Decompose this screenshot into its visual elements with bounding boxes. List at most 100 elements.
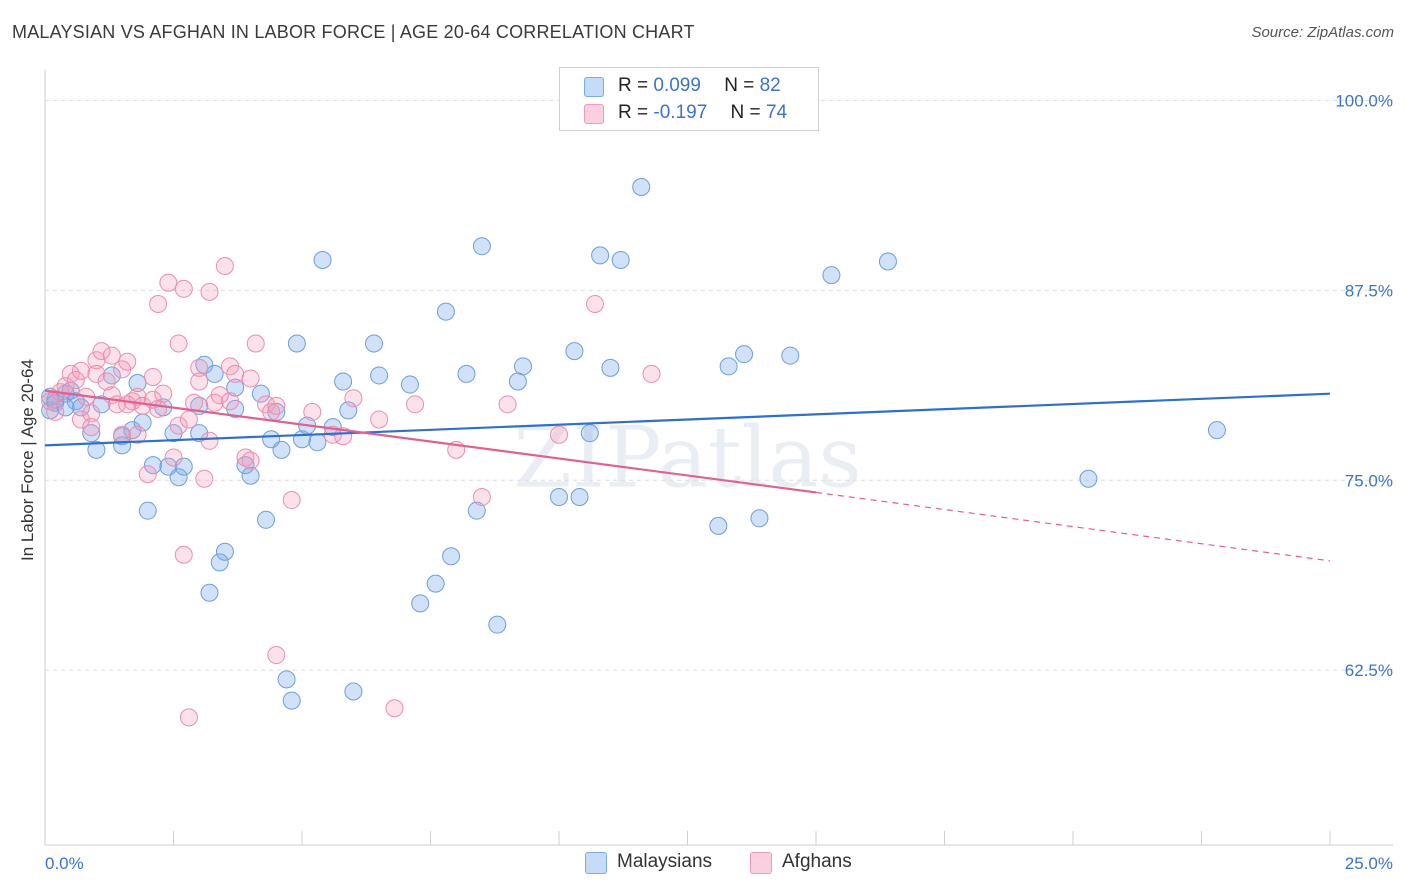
- malaysian-point: [457, 364, 476, 383]
- afghan-point: [128, 425, 147, 444]
- malaysian-point: [282, 691, 301, 710]
- afghan-point: [303, 402, 322, 421]
- afghan-point: [174, 545, 193, 564]
- malaysian-point: [467, 501, 486, 520]
- afghans-trendline: [44, 389, 817, 494]
- malaysian-point: [580, 424, 599, 443]
- legend-label-afghans: Afghans: [782, 851, 852, 872]
- malaysian-point: [364, 334, 383, 353]
- afghan-point: [66, 371, 85, 389]
- afghan-point: [200, 282, 219, 301]
- malaysian-point: [334, 372, 353, 391]
- malaysian-point: [514, 357, 533, 376]
- malaysian-point: [251, 384, 270, 403]
- afghan-point: [128, 387, 147, 406]
- afghan-point: [113, 425, 132, 444]
- afghan-point: [87, 364, 106, 383]
- malaysian-point: [442, 547, 461, 566]
- malaysian-point: [1207, 421, 1226, 440]
- malaysian-point: [1079, 469, 1098, 488]
- malaysian-point: [632, 178, 651, 197]
- malaysian-point: [210, 553, 229, 572]
- afghan-point: [246, 334, 265, 353]
- afghan-point: [154, 384, 173, 403]
- malaysian-point: [200, 583, 219, 602]
- afghan-point: [226, 364, 245, 383]
- malaysian-point: [272, 440, 291, 459]
- afghan-point: [71, 410, 90, 429]
- malaysian-point: [878, 252, 897, 271]
- afghans-swatch: [750, 852, 772, 874]
- malaysian-point: [143, 456, 162, 475]
- afghan-point: [143, 367, 162, 386]
- legend-r-label: R =: [618, 102, 649, 123]
- afghan-point: [174, 279, 193, 298]
- afghan-point: [282, 491, 301, 510]
- x-tick-label: 25.0%: [1345, 854, 1393, 873]
- malaysian-point: [87, 440, 106, 459]
- afghan-point: [149, 399, 168, 418]
- afghan-point: [169, 334, 188, 353]
- malaysian-point: [822, 266, 841, 285]
- afghan-point: [118, 352, 137, 371]
- malaysian-point: [66, 392, 85, 411]
- legend-label-malaysians: Malaysians: [617, 851, 713, 872]
- afghan-point: [210, 386, 229, 405]
- malaysian-point: [370, 366, 389, 385]
- malaysian-point: [436, 302, 455, 321]
- malaysian-point: [308, 433, 327, 452]
- afghan-point: [385, 699, 404, 718]
- afghan-point: [236, 448, 255, 467]
- malaysian-point: [565, 342, 584, 361]
- x-tick-label: 0.0%: [45, 854, 84, 873]
- malaysian-point: [277, 670, 296, 689]
- afghan-point: [215, 257, 234, 276]
- afghan-point: [149, 295, 168, 314]
- malaysians-swatch: [584, 77, 604, 97]
- afghan-point: [585, 295, 604, 314]
- malaysian-point: [344, 682, 363, 701]
- malaysian-point: [257, 510, 276, 529]
- malaysian-point: [339, 401, 358, 420]
- malaysian-point: [82, 424, 101, 443]
- afghan-point: [92, 342, 111, 361]
- malaysian-point: [226, 378, 245, 397]
- malaysian-point: [719, 357, 738, 376]
- malaysian-point: [411, 594, 430, 613]
- malaysian-point: [750, 509, 769, 528]
- afghan-point: [164, 448, 183, 467]
- afghan-point: [267, 396, 286, 415]
- malaysian-point: [781, 346, 800, 365]
- malaysian-point: [472, 237, 491, 256]
- chart-source: Source: ZipAtlas.com: [1251, 24, 1394, 41]
- afghan-point: [56, 377, 75, 396]
- legend-r-label: R =: [618, 75, 649, 96]
- afghan-point: [221, 392, 240, 411]
- afghan-point: [179, 708, 198, 727]
- afghan-point: [61, 364, 80, 383]
- malaysian-point: [241, 466, 260, 485]
- afghan-point: [472, 488, 491, 507]
- afghan-point: [169, 416, 188, 435]
- malaysian-point: [174, 457, 193, 476]
- afghan-point: [241, 369, 260, 388]
- afghan-point: [241, 451, 260, 470]
- legend-n-label: N =: [730, 102, 761, 123]
- malaysian-point: [102, 366, 121, 385]
- afghan-point: [102, 346, 121, 365]
- chart-title: MALAYSIAN VS AFGHAN IN LABOR FORCE | AGE…: [12, 22, 695, 42]
- afghan-point: [71, 361, 90, 380]
- afghan-point: [334, 427, 353, 446]
- malaysian-point: [570, 488, 589, 507]
- afghan-point: [82, 418, 101, 437]
- y-tick-label: 100.0%: [1335, 91, 1393, 110]
- afghan-point: [498, 395, 517, 414]
- afghan-point: [82, 404, 101, 423]
- afghan-point: [118, 395, 137, 414]
- malaysian-point: [508, 372, 527, 391]
- afghan-point: [550, 425, 568, 444]
- malaysian-point: [205, 364, 224, 383]
- malaysian-point: [400, 375, 419, 394]
- malaysian-point: [138, 501, 157, 520]
